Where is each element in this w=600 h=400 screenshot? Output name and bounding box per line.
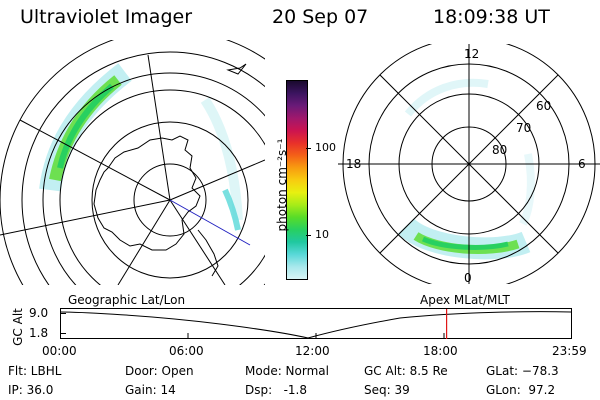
x-tick-12-00: 12:00 [295,344,330,358]
date-label: 20 Sep 07 [272,6,369,28]
geographic-label: Geographic Lat/Lon [68,293,186,307]
y-tick-1-8: 1.8 [29,326,49,340]
colorbar-tick-label-10: 10 [315,228,329,241]
colorbar-gradient [287,81,307,279]
x-tick-06-00: 06:00 [169,344,204,358]
orbit-altitude-plot[interactable] [60,308,572,340]
time-label: 18:09:38 UT [433,6,550,28]
colorbar-unit-label: photon cm⁻²s⁻¹ [275,138,289,232]
gc-alt-info: GC Alt: 8.5 Re [364,364,448,378]
x-tick-00-00: 00:00 [42,344,77,358]
filter-info: Flt: LBHL [8,364,62,378]
noon-meridian-line [169,199,251,246]
mlat-label-70: 70 [516,121,531,135]
longitude-lines [0,54,265,285]
geo-lat-info: GLat: −78.3 [486,364,559,378]
mlt-label-6: 6 [578,157,586,171]
geographic-map [0,40,265,285]
latitude-circles [0,40,265,285]
aurora-oval-magnetic [398,78,535,260]
altitude-curve [60,311,572,339]
gain-info: Gain: 14 [125,383,176,397]
mlat-label-60: 60 [536,99,551,113]
mlt-label-18: 18 [346,157,361,171]
mlt-grid-lines [338,44,600,284]
colorbar-tick-10 [306,235,311,236]
mode-info: Mode: Normal [245,364,329,378]
apex-label: Apex MLat/MLT [420,293,510,307]
colorbar-tick-100 [306,148,311,149]
mlat-label-80: 80 [492,143,507,157]
sequence-info: Seq: 39 [364,383,410,397]
peninsula-coastline [197,229,219,277]
magnetic-polar-map: 12 18 6 0 60 70 80 [338,44,600,284]
mlt-label-0: 0 [464,271,472,284]
mlt-label-12: 12 [464,47,479,61]
y-tick-9: 9.0 [29,306,49,320]
gc-alt-axis-title: GC Alt [11,308,25,346]
x-tick-23-59: 23:59 [552,344,587,358]
app-title: Ultraviolet Imager [20,6,193,28]
door-info: Door: Open [125,364,194,378]
geo-lon-info: GLon: 97.2 [486,383,556,397]
island-coastline [226,63,247,75]
dsp-info: Dsp: -1.8 [245,383,308,397]
colorbar [286,80,308,280]
colorbar-tick-label-100: 100 [315,141,336,154]
x-tick-18-00: 18:00 [423,344,458,358]
antarctica-coastline [93,135,201,251]
ip-info: IP: 36.0 [8,383,54,397]
